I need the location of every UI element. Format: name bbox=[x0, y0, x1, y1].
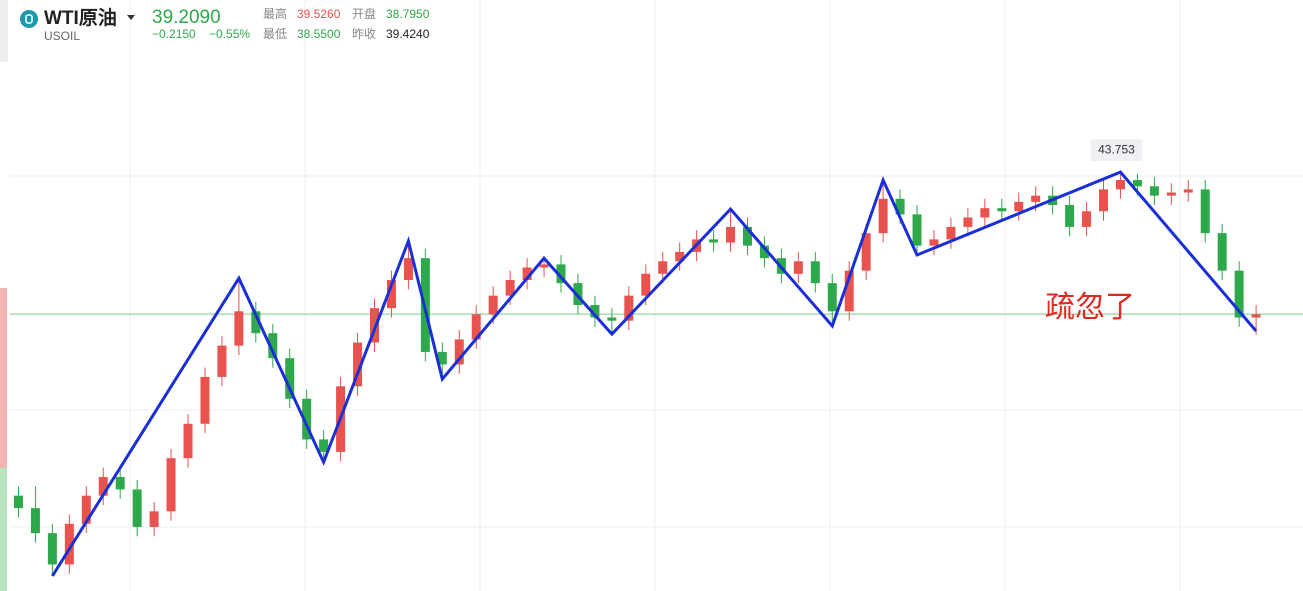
change: −0.2150 bbox=[152, 27, 196, 41]
candle-body bbox=[963, 217, 973, 227]
candle-body bbox=[217, 345, 227, 377]
candle-body bbox=[302, 398, 312, 440]
candle-body bbox=[997, 208, 1007, 212]
open-label: 开盘 bbox=[352, 6, 376, 21]
candle-body bbox=[115, 476, 125, 490]
candle-body bbox=[844, 270, 854, 312]
prev-label: 昨收 bbox=[352, 27, 376, 41]
candle-body bbox=[1014, 201, 1024, 212]
candle-body bbox=[641, 273, 651, 296]
candle-body bbox=[1031, 195, 1041, 202]
candle-body bbox=[827, 283, 837, 312]
candle-body bbox=[454, 339, 464, 365]
candle-body bbox=[1082, 211, 1092, 227]
candle-body bbox=[268, 333, 278, 359]
candle-body bbox=[319, 439, 329, 452]
candle-body bbox=[522, 267, 532, 281]
prev-close: 39.4240 bbox=[386, 27, 430, 41]
candle-body bbox=[403, 258, 413, 281]
candle-body bbox=[607, 317, 617, 321]
candle-body bbox=[912, 214, 922, 246]
candle-body bbox=[675, 251, 685, 262]
candle-body bbox=[1217, 233, 1227, 271]
peak-label-box bbox=[1090, 139, 1143, 162]
candle-body bbox=[929, 239, 939, 246]
open: 38.7950 bbox=[386, 7, 430, 21]
candle-body bbox=[64, 523, 74, 565]
candle-body bbox=[183, 423, 193, 459]
grid bbox=[10, 0, 1303, 591]
candle-body bbox=[47, 533, 57, 565]
candle-body bbox=[505, 280, 515, 296]
low-label: 最低 bbox=[263, 27, 287, 41]
candle-body bbox=[13, 495, 23, 509]
candle-body bbox=[285, 358, 295, 399]
candle-body bbox=[946, 226, 956, 240]
candle-body bbox=[759, 245, 769, 259]
candle-body bbox=[1065, 205, 1075, 227]
candle-body bbox=[471, 314, 481, 340]
candle-body bbox=[742, 226, 752, 246]
candle-body bbox=[98, 476, 108, 496]
candle-body bbox=[30, 508, 40, 534]
candle-body bbox=[726, 226, 736, 243]
logo bbox=[20, 10, 38, 28]
low: 38.5500 bbox=[297, 27, 341, 41]
symbol: USOIL bbox=[44, 29, 80, 43]
depth-bar-buy bbox=[0, 468, 7, 591]
candle-body bbox=[658, 261, 668, 274]
candle-body bbox=[81, 495, 91, 524]
candle-body bbox=[1251, 314, 1261, 318]
header: WTI原油 USOIL 39.2090 −0.2150 −0.55% 最高 39… bbox=[20, 6, 430, 43]
peak-label: 43.753 bbox=[1098, 142, 1135, 156]
candle-body bbox=[1234, 270, 1244, 318]
candle-body bbox=[810, 261, 820, 284]
candle-body bbox=[1200, 189, 1210, 234]
candle-body bbox=[251, 311, 261, 334]
candle-body bbox=[1132, 180, 1142, 187]
candle-body bbox=[149, 511, 159, 527]
candle-body bbox=[861, 233, 871, 271]
candle-body bbox=[1115, 180, 1125, 190]
depth-bar-sell bbox=[0, 288, 7, 468]
annotation: 疏忽了 bbox=[1045, 291, 1135, 324]
candle-body bbox=[1149, 186, 1159, 196]
price: 39.2090 bbox=[152, 7, 221, 28]
logo-mark bbox=[25, 14, 33, 24]
candle-body bbox=[980, 208, 990, 218]
candle-body bbox=[386, 280, 396, 309]
candle-body bbox=[488, 295, 498, 315]
candle-body bbox=[539, 264, 549, 268]
candle-body bbox=[793, 261, 803, 274]
zigzag-line bbox=[51, 170, 1258, 577]
plot: 43.753 bbox=[10, 139, 1303, 577]
candle-body bbox=[1183, 189, 1193, 193]
candle-body bbox=[132, 489, 142, 527]
candle-body bbox=[166, 458, 176, 512]
instrument-name[interactable]: WTI原油 bbox=[44, 7, 117, 29]
candle-body bbox=[353, 342, 363, 387]
candle-body bbox=[1099, 189, 1109, 212]
candle-body bbox=[590, 305, 600, 318]
high: 39.5260 bbox=[297, 7, 341, 21]
dropdown-caret[interactable] bbox=[127, 15, 135, 20]
candle-body bbox=[437, 351, 447, 365]
candle-body bbox=[624, 295, 634, 321]
candle-body bbox=[1166, 192, 1176, 196]
candle-body bbox=[234, 311, 244, 346]
candle-body bbox=[878, 198, 888, 234]
high-label: 最高 bbox=[263, 6, 287, 21]
candle-body bbox=[556, 264, 566, 284]
candle-body bbox=[200, 376, 210, 424]
candle-body bbox=[895, 198, 905, 215]
change-pct: −0.55% bbox=[209, 27, 250, 41]
side-tab[interactable] bbox=[0, 0, 8, 62]
candle-body bbox=[709, 239, 719, 243]
